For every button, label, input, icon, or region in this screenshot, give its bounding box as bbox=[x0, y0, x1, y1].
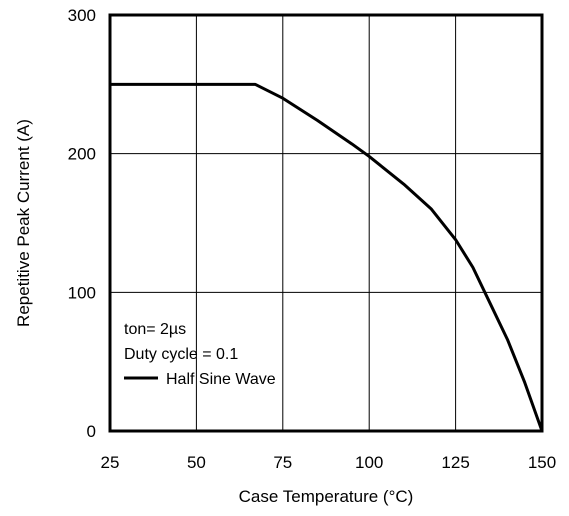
x-tick-label: 100 bbox=[355, 453, 383, 472]
annotation-ton: ton= 2µs bbox=[124, 321, 186, 338]
y-tick-label: 200 bbox=[68, 145, 96, 164]
y-tick-label: 300 bbox=[68, 6, 96, 25]
x-axis-title: Case Temperature (°C) bbox=[239, 487, 414, 506]
x-tick-label: 25 bbox=[101, 453, 120, 472]
plot-frame bbox=[110, 15, 542, 431]
gridlines bbox=[110, 15, 542, 431]
y-tick-labels: 0 100 200 300 bbox=[68, 6, 96, 441]
legend-label: Half Sine Wave bbox=[166, 371, 276, 388]
x-tick-label: 75 bbox=[273, 453, 292, 472]
x-tick-label: 50 bbox=[187, 453, 206, 472]
y-axis-title: Repetitive Peak Current (A) bbox=[14, 119, 33, 327]
y-tick-label: 100 bbox=[68, 283, 96, 302]
annotation-duty-cycle: Duty cycle = 0.1 bbox=[124, 346, 238, 363]
x-tick-label: 125 bbox=[441, 453, 469, 472]
x-tick-label: 150 bbox=[528, 453, 556, 472]
x-tick-labels: 25 50 75 100 125 150 bbox=[101, 453, 557, 472]
y-tick-label: 0 bbox=[87, 422, 96, 441]
annotation-box: ton= 2µs Duty cycle = 0.1 Half Sine Wave bbox=[124, 321, 276, 388]
